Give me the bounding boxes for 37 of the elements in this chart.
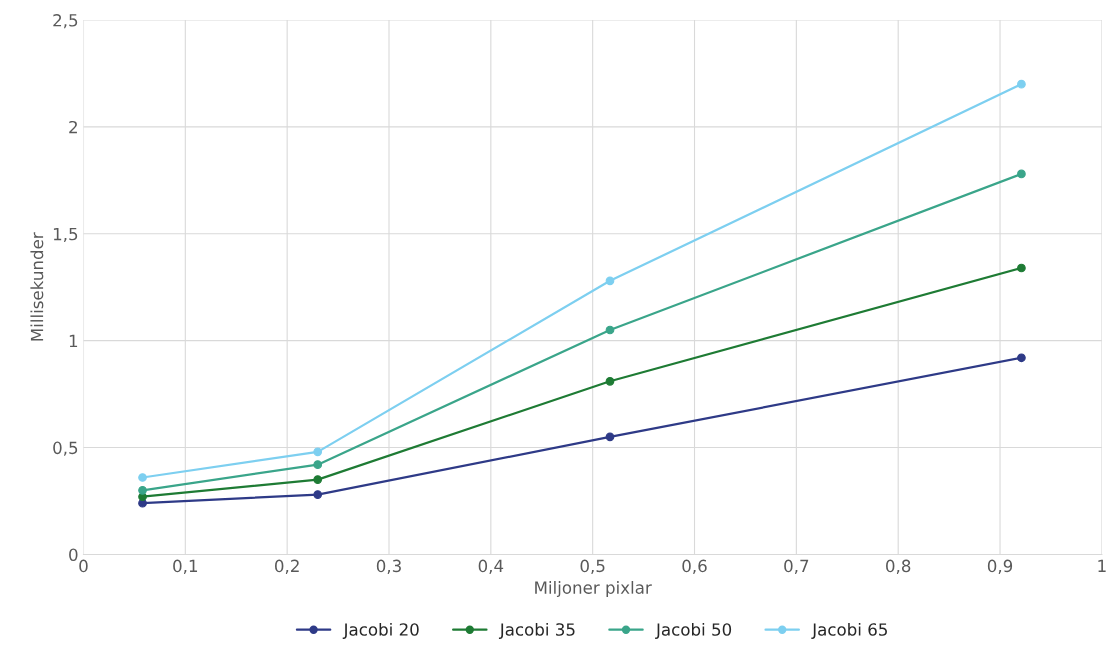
x-tick-label: 0,8	[886, 559, 911, 574]
legend-label: Jacobi 35	[498, 622, 575, 639]
x-tick-label: 1	[1098, 559, 1106, 572]
x-tick-label: 0,6	[682, 559, 707, 574]
legend-label: Jacobi 20	[342, 622, 419, 639]
y-axis-title: Millisekunder	[30, 232, 44, 341]
point	[1017, 353, 1026, 363]
point	[313, 490, 323, 499]
point	[605, 276, 615, 286]
x-tick-label: 0,1	[173, 559, 198, 574]
x-tick-label: 0,2	[275, 559, 299, 574]
y-tick-label: 0,5	[53, 441, 78, 456]
point	[605, 432, 615, 442]
x-tick-label: 0,7	[784, 559, 809, 574]
point	[138, 473, 147, 482]
y-tick-label: 2	[69, 120, 77, 134]
point	[1017, 263, 1026, 273]
point	[138, 485, 147, 495]
x-tick-label: 0	[79, 559, 88, 573]
point	[313, 475, 323, 484]
point	[605, 325, 615, 335]
x-tick-label: 0,5	[580, 559, 605, 574]
legend-label: Jacobi 50	[655, 622, 732, 639]
legend-label: Jacobi 65	[811, 622, 887, 639]
y-tick-label: 1,5	[53, 227, 78, 243]
y-tick-label: 1	[69, 334, 78, 348]
point	[605, 376, 615, 386]
x-tick-label: 0,4	[478, 559, 504, 574]
point	[313, 460, 323, 470]
point	[1017, 79, 1026, 89]
x-axis-title: Miljoner pixlar	[535, 580, 652, 598]
y-tick-label: 2,5	[53, 14, 78, 29]
point	[313, 447, 323, 457]
x-tick-label: 0,3	[376, 559, 401, 574]
y-tick-label: 0	[69, 548, 78, 562]
point	[1017, 169, 1026, 179]
x-tick-label: 0,9	[987, 559, 1013, 574]
